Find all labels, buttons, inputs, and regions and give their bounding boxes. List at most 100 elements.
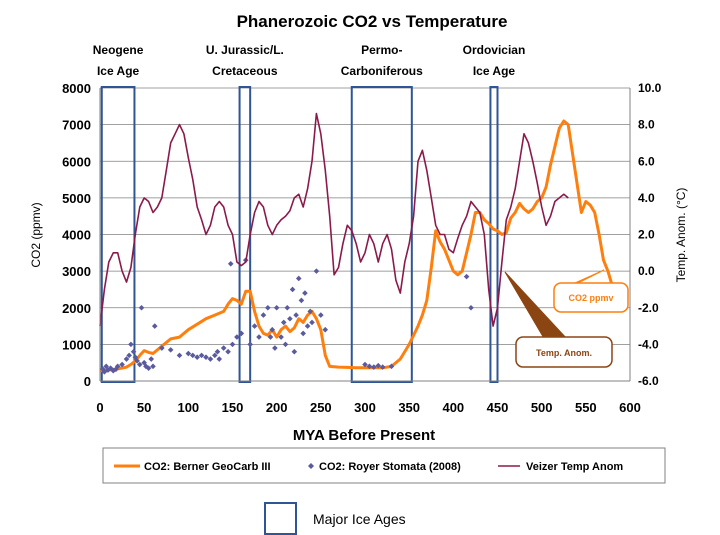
stomata-point xyxy=(194,354,200,360)
y-tick-label: 1000 xyxy=(62,337,91,352)
stomata-point xyxy=(214,348,221,355)
y-tick-label: 4000 xyxy=(62,228,91,243)
x-axis-label: MYA Before Present xyxy=(293,427,435,444)
stomata-point xyxy=(284,304,291,311)
ice-age-swatch xyxy=(264,502,297,535)
y-tick-label: 0 xyxy=(84,374,91,389)
y2-tick-label: -2.0 xyxy=(638,301,659,315)
y2-tick-label: 2.0 xyxy=(638,228,655,242)
stomata-point xyxy=(307,308,314,315)
x-tick-label: 0 xyxy=(96,400,103,415)
stomata-point xyxy=(269,326,276,333)
stomata-point xyxy=(128,341,134,348)
y2-tick-label: 6.0 xyxy=(638,154,655,168)
stomata-point xyxy=(272,345,278,351)
y-axis-label: CO2 (ppmv) xyxy=(29,202,43,267)
callout-label: Temp. Anom. xyxy=(536,348,592,358)
legend-label: Veizer Temp Anom xyxy=(526,461,623,473)
stomata-point xyxy=(298,297,305,304)
stomata-point xyxy=(280,319,287,326)
ice-age-bands xyxy=(100,86,499,383)
stomata-point xyxy=(136,361,143,368)
y2-tick-label: -4.0 xyxy=(638,337,659,351)
ice-age-label: Permo- xyxy=(361,43,402,57)
stomata-point xyxy=(468,304,474,311)
y2-tick-label: 10.0 xyxy=(638,81,662,95)
ice-age-label: Ordovician xyxy=(463,43,526,57)
stomata-point xyxy=(143,363,149,370)
stomata-point xyxy=(151,323,158,329)
ice-age-label: U. Jurassic/L. xyxy=(206,43,284,57)
x-tick-label: 500 xyxy=(531,400,553,415)
stomata-point xyxy=(207,356,214,362)
stomata-point xyxy=(148,356,155,362)
x-tick-label: 250 xyxy=(310,400,332,415)
stomata-point xyxy=(247,341,253,348)
stomata-point xyxy=(114,363,121,370)
stomata-point xyxy=(318,312,324,318)
stomata-point xyxy=(225,348,231,355)
stomata-point xyxy=(302,290,308,296)
stomata-point xyxy=(379,364,386,370)
stomata-point xyxy=(256,334,262,340)
stomata-point xyxy=(134,358,140,364)
stomata-point xyxy=(167,347,174,353)
legend: CO2: Berner GeoCarb III CO2: Royer Stomat… xyxy=(102,447,666,484)
ice-age-label: Cretaceous xyxy=(212,64,278,78)
stomata-point xyxy=(238,330,245,337)
stomata-point xyxy=(105,367,111,373)
y2-tick-label: 0.0 xyxy=(638,264,655,278)
stomata-point xyxy=(291,348,298,355)
stomata-point xyxy=(267,334,274,340)
stomata-point xyxy=(130,348,137,355)
ice-age-labels: Neogene Ice Age U. Jurassic/L. Cretaceous Pe… xyxy=(93,43,526,78)
stomata-point xyxy=(150,363,156,370)
stomata-point xyxy=(126,352,132,359)
stomata-point xyxy=(251,323,258,329)
stomata-point xyxy=(463,273,470,280)
y-tick-label: 5000 xyxy=(62,191,91,206)
stomata-point xyxy=(293,312,299,318)
stomata-point xyxy=(203,354,209,360)
stomata-point xyxy=(138,304,145,311)
ice-age-band xyxy=(489,86,499,383)
stomata-point xyxy=(273,304,280,311)
ice-age-band xyxy=(100,86,136,383)
tick-labels: 0 50 100 150 200 250 300 350 400 450 500 550 6000100… xyxy=(62,81,662,415)
stomata-point xyxy=(322,326,329,333)
stomata-point xyxy=(107,365,114,371)
y-tick-label: 8000 xyxy=(62,81,91,96)
temp-anomaly-line xyxy=(99,112,569,327)
y2-tick-label: 8.0 xyxy=(638,118,655,132)
ice-age-label: Ice Age xyxy=(97,64,140,78)
x-tick-label: 150 xyxy=(222,400,244,415)
x-tick-label: 300 xyxy=(354,400,376,415)
stomata-point xyxy=(366,363,373,370)
stomata-point xyxy=(313,268,320,274)
ice-age-label: Carboniferous xyxy=(341,64,423,78)
stomata-point xyxy=(289,286,296,293)
stomata-point xyxy=(159,345,165,351)
ice-age-label: Ice Age xyxy=(473,64,516,78)
stomata-point xyxy=(189,352,196,359)
co2-geocarb-line xyxy=(99,119,623,373)
stomata-point xyxy=(198,352,205,359)
y2-tick-label: 4.0 xyxy=(638,191,655,205)
stomata-point xyxy=(132,354,139,360)
legend-label: CO2: Berner GeoCarb III xyxy=(144,461,271,473)
y2-tick-label: -6.0 xyxy=(638,374,659,388)
stomata-point xyxy=(234,334,240,340)
ice-age-legend: Major Ice Ages xyxy=(264,502,406,535)
y2-axis-label: Temp. Anom. (°C) xyxy=(674,188,688,283)
x-tick-label: 600 xyxy=(619,400,641,415)
stomata-point xyxy=(227,261,234,267)
callout-box xyxy=(515,336,613,368)
stomata-point xyxy=(278,334,284,340)
stomata-point xyxy=(145,365,152,371)
legend-box xyxy=(102,447,666,484)
stomata-point xyxy=(362,361,368,368)
stomata-point xyxy=(185,350,192,357)
stomata-point xyxy=(260,312,267,318)
chart-title: Phanerozoic CO2 vs Temperature xyxy=(237,12,508,31)
series-layer xyxy=(99,112,623,375)
